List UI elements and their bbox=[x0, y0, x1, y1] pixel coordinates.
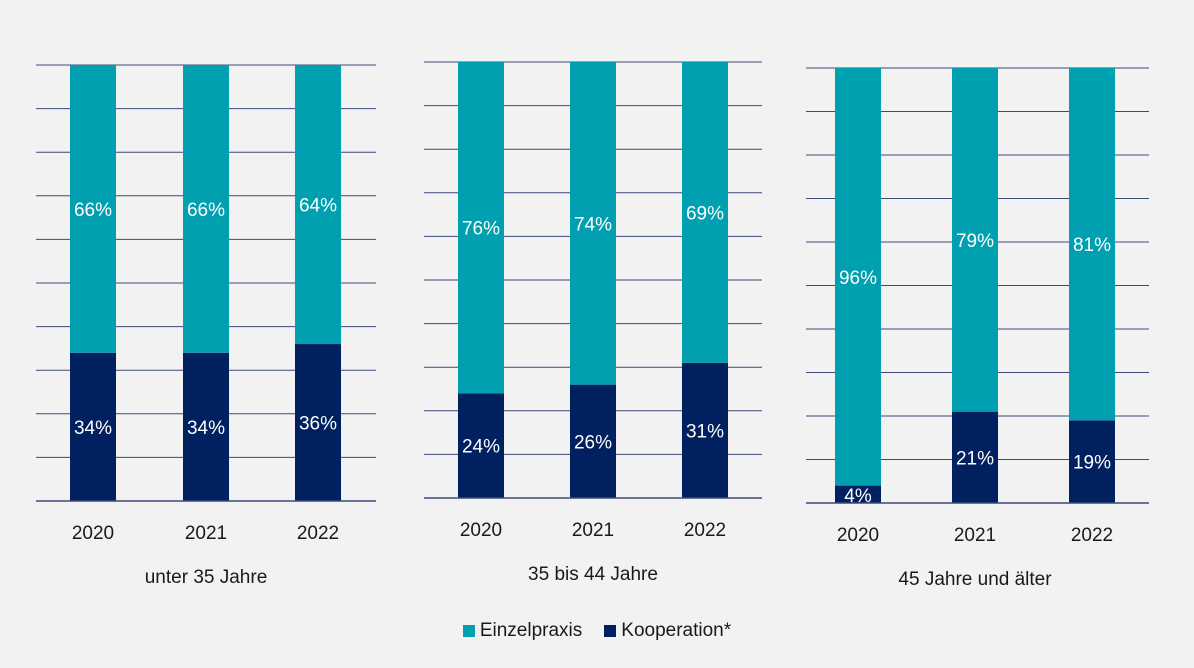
bar-einzelpraxis bbox=[183, 65, 229, 353]
data-label-kooperation: 34% bbox=[74, 418, 112, 439]
bar-einzelpraxis bbox=[295, 65, 341, 345]
stacked-bar-charts: 34% 66% 2020 34% 66% 2021 36% 64% 2022 unter 35 J… bbox=[36, 61, 1149, 590]
bar-kooperation bbox=[570, 384, 616, 498]
data-label-einzelpraxis: 96% bbox=[839, 268, 877, 289]
data-label-einzelpraxis: 81% bbox=[1073, 235, 1111, 256]
data-label-einzelpraxis: 66% bbox=[187, 200, 225, 221]
bar-einzelpraxis bbox=[835, 68, 881, 486]
data-label-kooperation: 24% bbox=[462, 437, 500, 458]
group-label: unter 35 Jahre bbox=[145, 567, 268, 588]
bar-kooperation bbox=[183, 352, 229, 501]
chart-panel-2: 24% 76% 2020 26% 74% 2021 31% 69% 2022 35 bis 44 … bbox=[424, 61, 762, 585]
chart-panel-1: 34% 66% 2020 34% 66% 2021 36% 64% 2022 unter 35 J… bbox=[36, 64, 376, 588]
category-label: 2020 bbox=[460, 520, 502, 541]
bar-kooperation bbox=[295, 344, 341, 501]
bar-kooperation bbox=[835, 485, 881, 503]
data-label-einzelpraxis: 64% bbox=[299, 196, 337, 217]
chart-panel-3: 4% 96% 2020 21% 79% 2021 19% 81% 2022 45 Jahre un… bbox=[806, 67, 1149, 590]
data-label-einzelpraxis: 66% bbox=[74, 200, 112, 221]
legend-label-kooperation: Kooperation* bbox=[621, 620, 732, 641]
data-label-kooperation: 31% bbox=[686, 421, 724, 442]
legend-item-kooperation: Kooperation* bbox=[604, 620, 731, 642]
data-label-einzelpraxis: 69% bbox=[686, 203, 724, 224]
bar-kooperation bbox=[458, 393, 504, 498]
data-label-einzelpraxis: 79% bbox=[956, 231, 994, 252]
category-label: 2020 bbox=[72, 523, 114, 544]
data-label-kooperation: 34% bbox=[187, 418, 225, 439]
data-label-kooperation: 26% bbox=[574, 432, 612, 453]
category-label: 2022 bbox=[297, 523, 339, 544]
legend-label-einzelpraxis: Einzelpraxis bbox=[479, 620, 583, 641]
category-label: 2021 bbox=[185, 523, 227, 544]
legend-swatch-kooperation bbox=[604, 625, 617, 637]
bar-kooperation bbox=[70, 352, 116, 501]
bar-einzelpraxis bbox=[682, 62, 728, 363]
bar-einzelpraxis bbox=[458, 62, 504, 394]
data-label-kooperation: 4% bbox=[844, 486, 872, 507]
bar-kooperation bbox=[682, 362, 728, 498]
group-label: 35 bis 44 Jahre bbox=[528, 564, 658, 585]
legend-item-einzelpraxis: Einzelpraxis bbox=[462, 620, 583, 642]
legend-swatch-einzelpraxis bbox=[462, 625, 475, 637]
category-label: 2021 bbox=[572, 520, 614, 541]
data-label-kooperation: 19% bbox=[1073, 453, 1111, 474]
bar-kooperation bbox=[1069, 420, 1115, 503]
category-label: 2020 bbox=[837, 525, 879, 546]
bar-einzelpraxis bbox=[1069, 68, 1115, 421]
group-label: 45 Jahre und älter bbox=[898, 569, 1052, 590]
legend: Einzelpraxis Kooperation* bbox=[0, 620, 1194, 642]
data-label-einzelpraxis: 74% bbox=[574, 214, 612, 235]
data-label-kooperation: 21% bbox=[956, 448, 994, 469]
bar-kooperation bbox=[952, 411, 998, 503]
bar-einzelpraxis bbox=[952, 68, 998, 412]
category-label: 2022 bbox=[1071, 525, 1113, 546]
data-label-einzelpraxis: 76% bbox=[462, 219, 500, 240]
data-label-kooperation: 36% bbox=[299, 414, 337, 435]
category-label: 2022 bbox=[684, 520, 726, 541]
category-label: 2021 bbox=[954, 525, 996, 546]
bar-einzelpraxis bbox=[570, 62, 616, 385]
bar-einzelpraxis bbox=[70, 65, 116, 353]
